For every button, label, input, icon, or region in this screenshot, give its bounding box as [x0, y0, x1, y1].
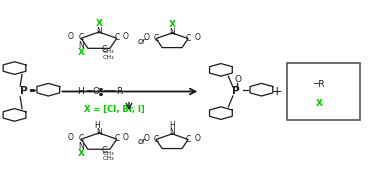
Text: O: O — [195, 134, 201, 143]
Text: C: C — [114, 33, 119, 42]
Text: O: O — [234, 75, 241, 84]
Text: N: N — [78, 41, 84, 50]
Text: P: P — [232, 87, 240, 96]
Text: ─: ─ — [103, 87, 108, 96]
Text: X: X — [96, 19, 102, 28]
Text: or: or — [138, 137, 146, 146]
Text: O: O — [123, 133, 129, 142]
Text: O: O — [144, 33, 150, 42]
Text: O: O — [68, 32, 74, 41]
Text: X: X — [316, 98, 323, 108]
Text: CH₃: CH₃ — [102, 156, 114, 161]
Text: N: N — [96, 27, 102, 36]
Text: +: + — [272, 85, 282, 98]
Text: H: H — [169, 121, 175, 130]
Text: or: or — [138, 37, 146, 46]
Text: CH₃: CH₃ — [102, 151, 114, 156]
Text: CH₃: CH₃ — [102, 49, 114, 54]
Text: H: H — [77, 87, 84, 96]
Text: X = [Cl, Br, I]: X = [Cl, Br, I] — [84, 105, 145, 114]
Text: ─: ─ — [109, 87, 115, 96]
Text: C: C — [153, 135, 159, 144]
Text: O: O — [123, 32, 129, 41]
Text: C: C — [186, 34, 191, 43]
Text: N: N — [169, 128, 175, 137]
Text: N: N — [78, 142, 84, 151]
Text: N: N — [96, 128, 102, 137]
Text: X: X — [169, 20, 176, 29]
Text: O: O — [144, 134, 150, 143]
Text: H: H — [94, 121, 100, 130]
Bar — [287, 63, 360, 120]
Text: C: C — [114, 134, 119, 143]
Text: ─: ─ — [86, 87, 91, 96]
Text: C: C — [78, 33, 84, 42]
Text: C: C — [78, 134, 84, 143]
Text: X: X — [77, 149, 84, 158]
Text: C: C — [153, 34, 159, 43]
Text: ─R: ─R — [314, 80, 325, 89]
Text: X: X — [77, 48, 84, 57]
Text: R: R — [116, 87, 123, 96]
Text: C: C — [186, 135, 191, 144]
Text: O: O — [93, 87, 99, 96]
Text: P: P — [20, 87, 28, 96]
Text: N: N — [169, 27, 175, 37]
Text: O: O — [195, 33, 201, 42]
Text: CH₃: CH₃ — [102, 55, 114, 60]
Text: C: C — [102, 145, 107, 155]
Text: C: C — [102, 45, 107, 54]
Text: O: O — [68, 133, 74, 142]
